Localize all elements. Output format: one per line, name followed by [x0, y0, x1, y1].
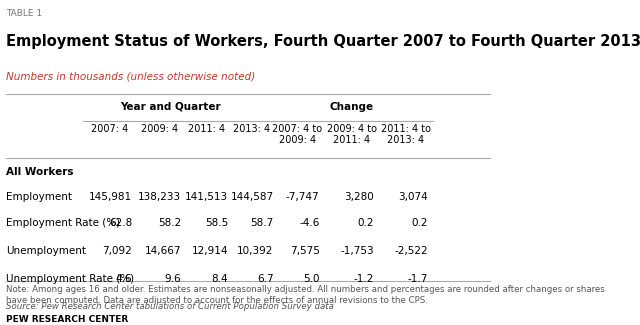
Text: 2009: 4 to
2011: 4: 2009: 4 to 2011: 4 — [326, 124, 376, 145]
Text: 2011: 4: 2011: 4 — [188, 124, 225, 134]
Text: Employment Status of Workers, Fourth Quarter 2007 to Fourth Quarter 2013: Employment Status of Workers, Fourth Qua… — [6, 34, 640, 49]
Text: Numbers in thousands (unless otherwise noted): Numbers in thousands (unless otherwise n… — [6, 71, 255, 81]
Text: 2009: 4: 2009: 4 — [141, 124, 178, 134]
Text: 6.7: 6.7 — [257, 274, 274, 284]
Text: 14,667: 14,667 — [145, 246, 181, 256]
Text: 12,914: 12,914 — [192, 246, 228, 256]
Text: 58.2: 58.2 — [158, 218, 181, 228]
Text: Source: Pew Research Center tabulations of Current Population Survey data: Source: Pew Research Center tabulations … — [6, 302, 334, 311]
Text: -1,753: -1,753 — [340, 246, 374, 256]
Text: Employment: Employment — [6, 192, 72, 202]
Text: 145,981: 145,981 — [89, 192, 132, 202]
Text: 5.0: 5.0 — [303, 274, 319, 284]
Text: 2013: 4: 2013: 4 — [233, 124, 270, 134]
Text: 2007: 4: 2007: 4 — [92, 124, 129, 134]
Text: -7,747: -7,747 — [286, 192, 319, 202]
Text: Unemployment: Unemployment — [6, 246, 86, 256]
Text: 7,092: 7,092 — [102, 246, 132, 256]
Text: 7,575: 7,575 — [290, 246, 319, 256]
Text: 62.8: 62.8 — [109, 218, 132, 228]
Text: Change: Change — [330, 102, 374, 112]
Text: 144,587: 144,587 — [230, 192, 274, 202]
Text: -1.7: -1.7 — [408, 274, 428, 284]
Text: 3,074: 3,074 — [398, 192, 428, 202]
Text: 138,233: 138,233 — [138, 192, 181, 202]
Text: Year and Quarter: Year and Quarter — [120, 102, 221, 112]
Text: -1.2: -1.2 — [353, 274, 374, 284]
Text: 3,280: 3,280 — [344, 192, 374, 202]
Text: 9.6: 9.6 — [165, 274, 181, 284]
Text: PEW RESEARCH CENTER: PEW RESEARCH CENTER — [6, 316, 129, 324]
Text: 10,392: 10,392 — [237, 246, 274, 256]
Text: All Workers: All Workers — [6, 167, 74, 177]
Text: -4.6: -4.6 — [299, 218, 319, 228]
Text: Unemployment Rate (%): Unemployment Rate (%) — [6, 274, 134, 284]
Text: -2,522: -2,522 — [394, 246, 428, 256]
Text: 0.2: 0.2 — [357, 218, 374, 228]
Text: TABLE 1: TABLE 1 — [6, 9, 42, 18]
Text: 58.5: 58.5 — [205, 218, 228, 228]
Text: 141,513: 141,513 — [185, 192, 228, 202]
Text: 4.6: 4.6 — [115, 274, 132, 284]
Text: 0.2: 0.2 — [412, 218, 428, 228]
Text: Note: Among ages 16 and older. Estimates are nonseasonally adjusted. All numbers: Note: Among ages 16 and older. Estimates… — [6, 285, 605, 305]
Text: 2011: 4 to
2013: 4: 2011: 4 to 2013: 4 — [381, 124, 431, 145]
Text: 2007: 4 to
2009: 4: 2007: 4 to 2009: 4 — [272, 124, 323, 145]
Text: 8.4: 8.4 — [212, 274, 228, 284]
Text: 58.7: 58.7 — [250, 218, 274, 228]
Text: Employment Rate (%): Employment Rate (%) — [6, 218, 120, 228]
